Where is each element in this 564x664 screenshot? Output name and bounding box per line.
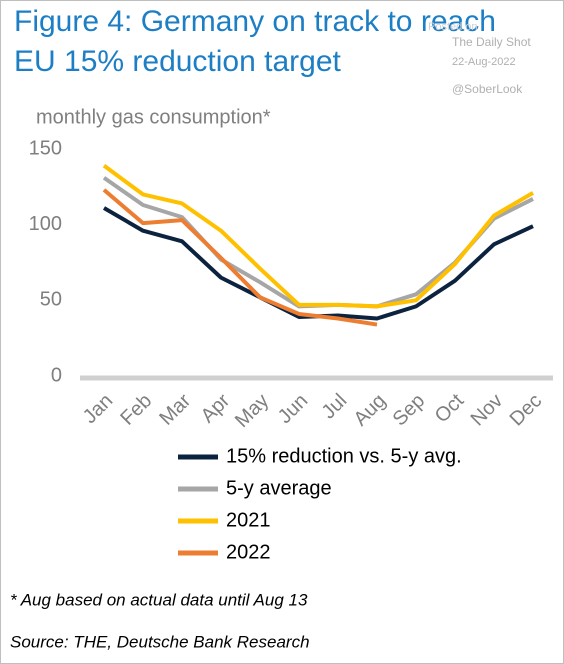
y-tick-label: 0 [51,364,62,386]
series-line [102,164,535,309]
legend-label: 2022 [226,541,271,563]
series-line [102,188,378,327]
y-tick-label: 150 [29,137,62,159]
chart-title: Figure 4: Germany on track to reach [14,5,496,38]
watermark: Posted on [428,21,478,33]
y-tick-label: 50 [40,289,62,311]
legend-label: 15% reduction vs. 5-y avg. [226,445,462,467]
footnote: * Aug based on actual data until Aug 13 [10,590,308,609]
legend-label: 2021 [226,509,271,531]
legend-label: 5-y average [226,477,332,499]
watermark: The Daily Shot [452,35,531,49]
watermark: 22-Aug-2022 [452,56,516,68]
y-tick-label: 100 [29,213,62,235]
watermark: @SoberLook [452,82,523,96]
source: Source: THE, Deutsche Bank Research [10,632,310,651]
y-axis-label: monthly gas consumption* [36,106,271,128]
chart-title: EU 15% reduction target [14,45,342,78]
